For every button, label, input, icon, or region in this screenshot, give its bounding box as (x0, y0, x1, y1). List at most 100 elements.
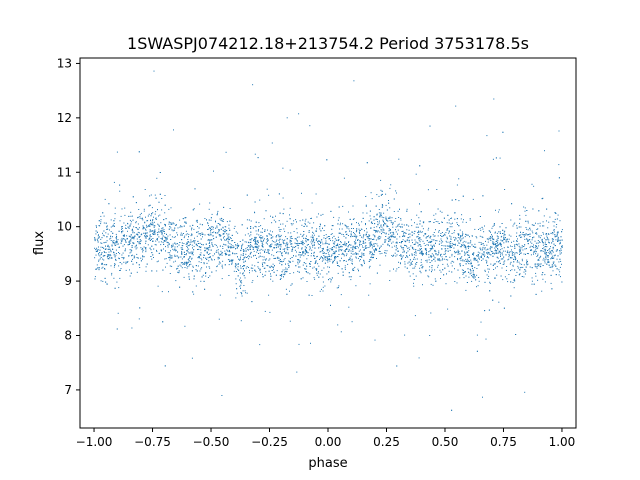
data-point (440, 255, 441, 257)
data-point (244, 260, 246, 262)
data-point (514, 244, 515, 246)
data-point (470, 270, 472, 272)
data-point (560, 236, 562, 238)
data-point (291, 224, 293, 226)
data-point (211, 213, 213, 215)
data-point (297, 270, 299, 272)
data-point (336, 244, 338, 246)
data-point (446, 229, 448, 231)
data-point (116, 151, 118, 153)
data-point (496, 252, 498, 254)
data-point (389, 207, 391, 209)
data-point (414, 315, 416, 317)
data-point (402, 230, 404, 232)
data-point (255, 226, 257, 228)
data-point (110, 251, 112, 253)
data-point (110, 219, 112, 221)
data-point (172, 248, 174, 250)
data-point (514, 255, 516, 257)
data-point (180, 247, 182, 249)
data-point (430, 241, 432, 243)
data-point (487, 253, 489, 255)
data-point (276, 247, 277, 248)
data-point (520, 250, 521, 252)
data-point (435, 280, 437, 282)
data-point (119, 258, 120, 260)
data-point (370, 218, 372, 220)
data-point (330, 239, 331, 241)
data-point (140, 240, 142, 242)
data-point (324, 225, 326, 227)
data-point (96, 249, 98, 251)
data-point (115, 258, 117, 260)
data-point (271, 266, 273, 268)
data-point (399, 242, 401, 243)
data-point (313, 240, 315, 242)
data-point (381, 206, 383, 208)
data-point (244, 250, 246, 252)
data-point (467, 254, 469, 256)
data-point (545, 233, 547, 234)
data-point (199, 270, 201, 272)
data-point (153, 257, 154, 258)
data-point (131, 255, 132, 257)
data-point (523, 271, 525, 273)
data-point (388, 200, 389, 201)
data-point (199, 242, 201, 244)
data-point (559, 220, 561, 222)
data-point (542, 248, 544, 249)
data-point (259, 199, 261, 201)
data-point (530, 245, 532, 247)
data-point (161, 233, 163, 235)
data-point (303, 250, 305, 252)
data-point (435, 253, 437, 255)
data-point (157, 234, 159, 236)
data-point (240, 256, 241, 258)
data-point (130, 240, 132, 242)
data-point (190, 251, 192, 253)
data-point (490, 263, 492, 265)
data-point (281, 261, 283, 263)
data-point (319, 228, 321, 230)
data-point (305, 250, 307, 252)
data-point (161, 230, 163, 232)
data-point (514, 259, 516, 261)
data-point (352, 219, 354, 220)
data-point (300, 278, 302, 280)
data-point (187, 262, 189, 264)
scatter-points (94, 70, 563, 411)
data-point (243, 251, 244, 253)
data-point (211, 271, 213, 273)
data-point (121, 239, 123, 241)
data-point (401, 247, 403, 249)
data-point (243, 285, 245, 286)
data-point (317, 263, 319, 265)
data-point (342, 253, 344, 255)
data-point (421, 267, 423, 269)
data-point (429, 250, 431, 252)
data-point (402, 251, 404, 253)
data-point (186, 263, 188, 265)
data-point (456, 222, 458, 224)
data-point (337, 324, 339, 326)
data-point (160, 238, 162, 239)
data-point (225, 151, 227, 153)
data-point (125, 269, 127, 271)
data-point (508, 258, 510, 260)
data-point (254, 254, 256, 256)
data-point (315, 260, 317, 262)
data-point (278, 235, 280, 237)
data-point (389, 229, 391, 230)
data-point (119, 220, 121, 222)
data-point (239, 259, 240, 261)
data-point (545, 253, 547, 255)
data-point (481, 243, 483, 245)
data-point (425, 252, 427, 254)
data-point (210, 249, 212, 251)
data-point (389, 270, 391, 272)
data-point (185, 230, 187, 232)
data-point (475, 246, 477, 248)
data-point (334, 252, 336, 253)
data-point (386, 226, 388, 228)
data-point (179, 264, 181, 266)
